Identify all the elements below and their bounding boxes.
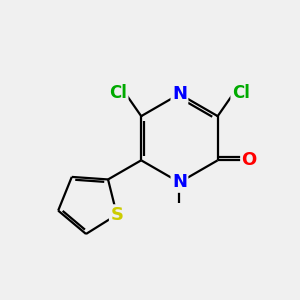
Text: Cl: Cl <box>232 85 250 103</box>
Text: N: N <box>172 173 187 191</box>
Text: S: S <box>110 206 123 224</box>
Text: N: N <box>172 85 187 103</box>
Text: Cl: Cl <box>109 85 127 103</box>
Text: O: O <box>242 151 257 169</box>
